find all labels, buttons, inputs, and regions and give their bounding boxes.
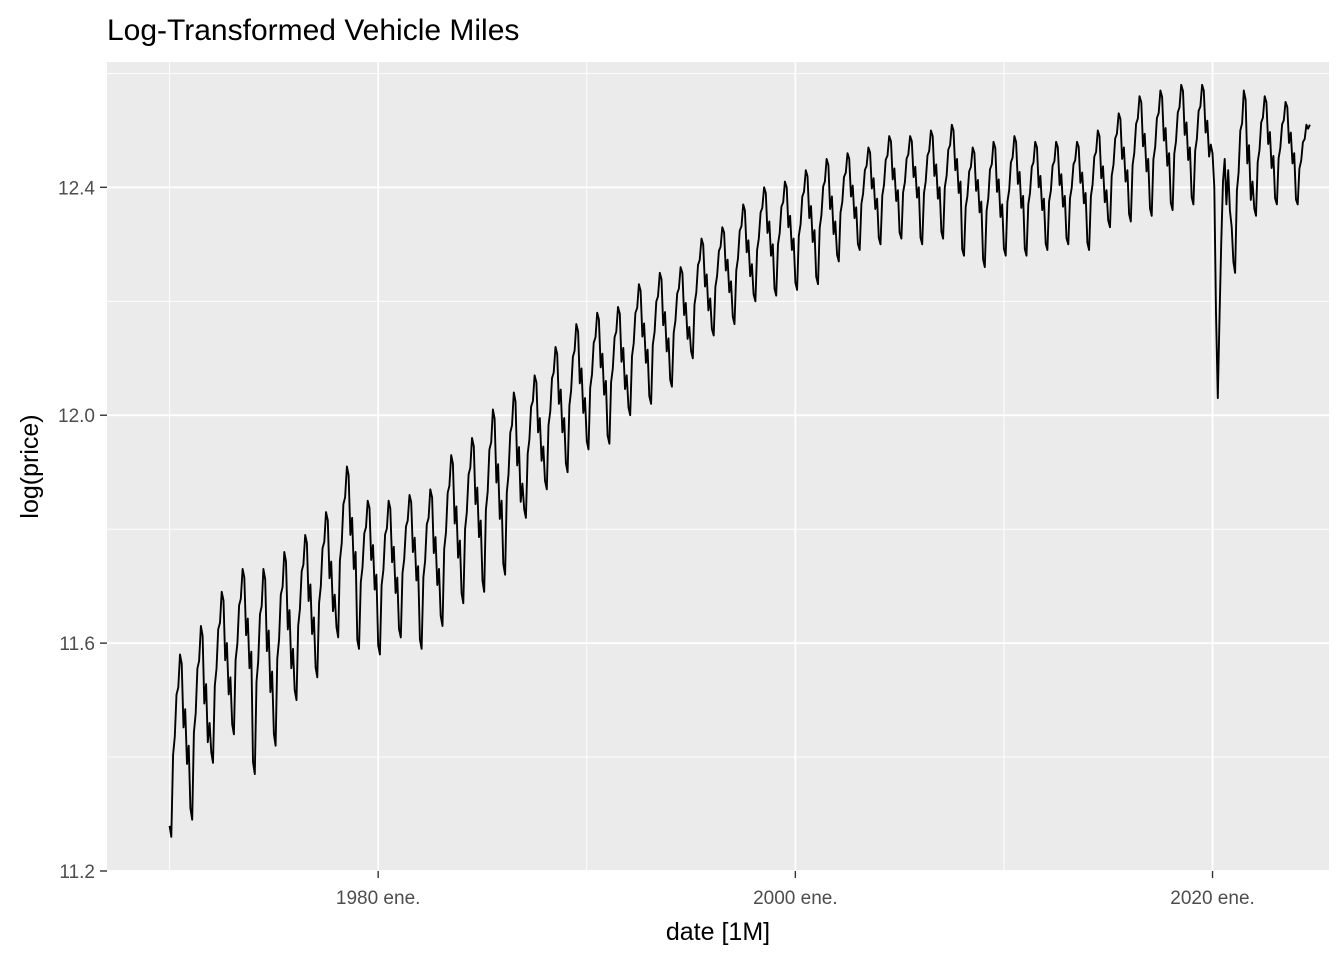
y-tick-label: 11.6 [59,634,95,655]
minor-gridlines [107,62,1329,871]
series-line [168,83,1311,838]
y-tick-label: 11.2 [59,862,95,883]
y-axis-title: log(price) [16,414,44,518]
x-axis-title: date [1M] [666,918,770,946]
tick-labels: 11.2 11.6 12.0 12.4 1980 ene. 2000 ene. 2020 e… [58,178,1255,909]
chart-title: Log-Transformed Vehicle Miles [107,14,519,47]
plot-panel [107,62,1329,871]
y-tick-label: 12.0 [58,406,95,427]
y-tick-label: 12.4 [58,178,95,199]
axis-ticks [100,186,1214,878]
x-tick-label: 1980 ene. [336,888,421,909]
major-gridlines [107,62,1329,872]
x-tick-label: 2020 ene. [1170,888,1255,909]
x-tick-label: 2000 ene. [753,888,838,909]
